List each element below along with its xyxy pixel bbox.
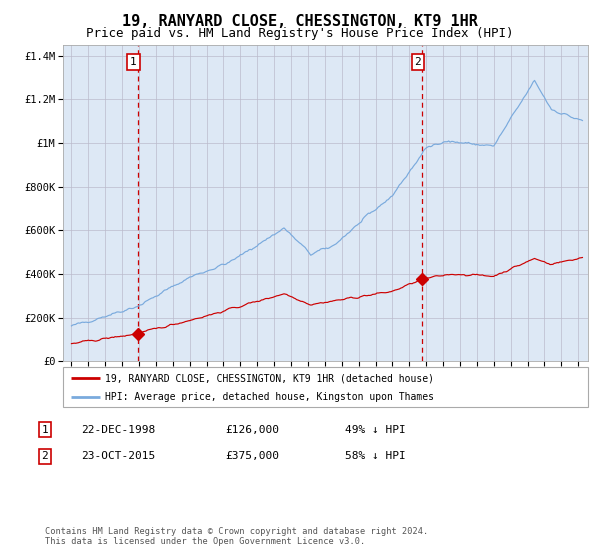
- Text: Price paid vs. HM Land Registry's House Price Index (HPI): Price paid vs. HM Land Registry's House …: [86, 27, 514, 40]
- Text: 49% ↓ HPI: 49% ↓ HPI: [345, 424, 406, 435]
- Text: 1: 1: [130, 57, 137, 67]
- Text: 19, RANYARD CLOSE, CHESSINGTON, KT9 1HR (detached house): 19, RANYARD CLOSE, CHESSINGTON, KT9 1HR …: [105, 373, 434, 383]
- Text: £375,000: £375,000: [225, 451, 279, 461]
- Text: Contains HM Land Registry data © Crown copyright and database right 2024.
This d: Contains HM Land Registry data © Crown c…: [45, 526, 428, 546]
- Text: 58% ↓ HPI: 58% ↓ HPI: [345, 451, 406, 461]
- Text: HPI: Average price, detached house, Kingston upon Thames: HPI: Average price, detached house, King…: [105, 392, 434, 402]
- Text: 2: 2: [41, 451, 49, 461]
- Text: 23-OCT-2015: 23-OCT-2015: [81, 451, 155, 461]
- Text: 2: 2: [415, 57, 421, 67]
- Text: 1: 1: [41, 424, 49, 435]
- Text: 22-DEC-1998: 22-DEC-1998: [81, 424, 155, 435]
- Text: 19, RANYARD CLOSE, CHESSINGTON, KT9 1HR: 19, RANYARD CLOSE, CHESSINGTON, KT9 1HR: [122, 14, 478, 29]
- Text: £126,000: £126,000: [225, 424, 279, 435]
